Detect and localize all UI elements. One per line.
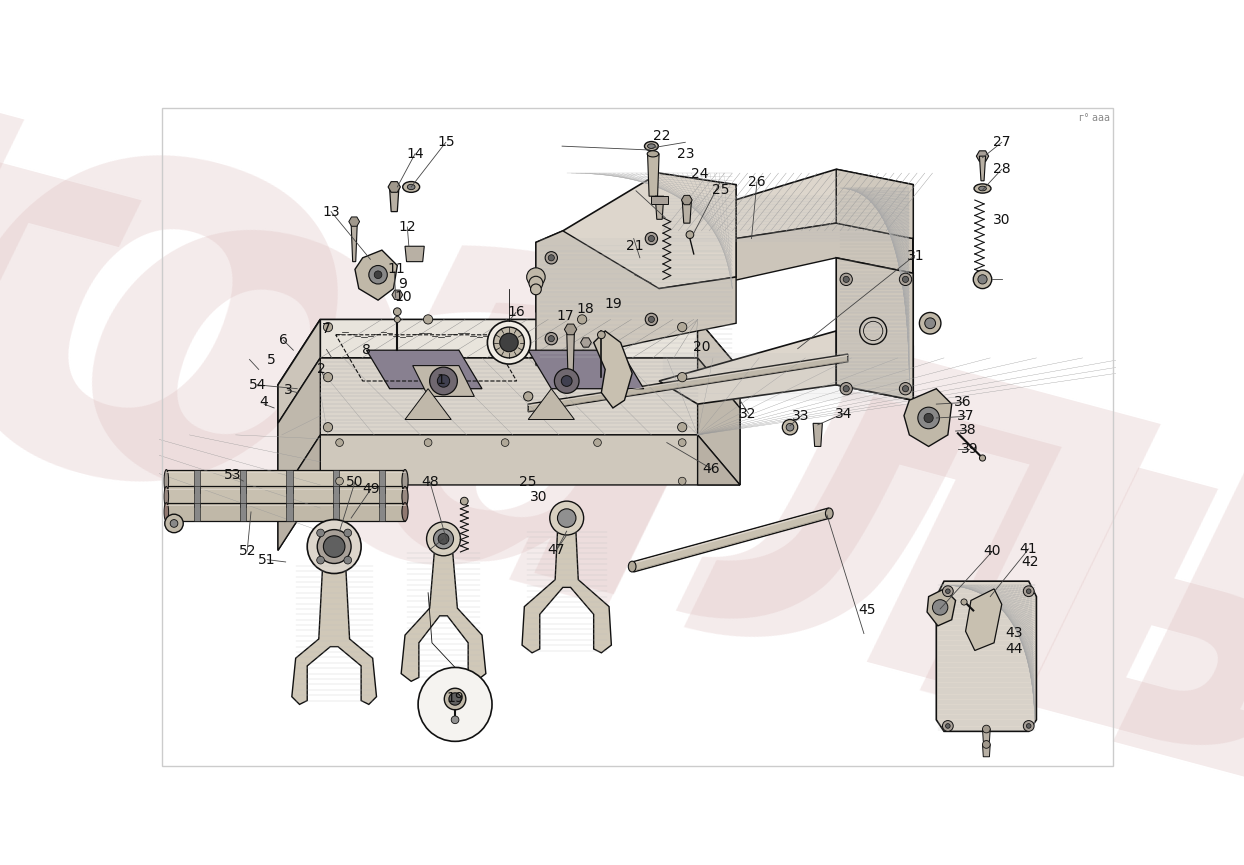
Polygon shape xyxy=(977,151,989,162)
Circle shape xyxy=(343,529,352,537)
Polygon shape xyxy=(406,388,452,420)
Text: 32: 32 xyxy=(739,407,756,420)
Circle shape xyxy=(843,386,850,392)
Ellipse shape xyxy=(407,184,415,189)
Circle shape xyxy=(336,439,343,446)
Circle shape xyxy=(323,423,332,432)
Text: г° ааа: г° ааа xyxy=(1079,113,1110,123)
Polygon shape xyxy=(836,258,913,400)
Polygon shape xyxy=(194,503,200,521)
Circle shape xyxy=(394,317,401,323)
Polygon shape xyxy=(983,745,990,757)
Text: 18: 18 xyxy=(576,302,593,316)
Circle shape xyxy=(979,455,985,461)
Circle shape xyxy=(646,233,658,245)
Text: 52: 52 xyxy=(239,544,256,559)
Text: 45: 45 xyxy=(858,603,876,617)
Text: 54: 54 xyxy=(249,378,266,392)
Text: 38: 38 xyxy=(959,423,977,437)
Circle shape xyxy=(1026,589,1031,593)
Polygon shape xyxy=(194,470,200,493)
Text: 41: 41 xyxy=(1020,541,1037,555)
Circle shape xyxy=(424,439,432,446)
Polygon shape xyxy=(332,503,338,521)
Ellipse shape xyxy=(648,144,656,149)
Polygon shape xyxy=(167,486,406,507)
Circle shape xyxy=(438,534,449,544)
Polygon shape xyxy=(194,486,200,507)
Circle shape xyxy=(500,333,519,352)
Polygon shape xyxy=(286,470,292,493)
Circle shape xyxy=(899,273,912,285)
Text: 11: 11 xyxy=(387,262,406,276)
Text: 33: 33 xyxy=(791,408,809,422)
Circle shape xyxy=(488,321,530,364)
Ellipse shape xyxy=(979,186,986,191)
Circle shape xyxy=(444,689,465,710)
Polygon shape xyxy=(682,200,692,223)
Text: 48: 48 xyxy=(420,475,438,489)
Circle shape xyxy=(919,312,940,334)
Circle shape xyxy=(452,716,459,724)
Polygon shape xyxy=(836,170,913,400)
Circle shape xyxy=(323,373,332,381)
Circle shape xyxy=(685,231,694,239)
Circle shape xyxy=(501,439,509,446)
Polygon shape xyxy=(286,486,292,507)
Circle shape xyxy=(960,599,967,605)
Ellipse shape xyxy=(530,284,541,295)
Polygon shape xyxy=(379,503,384,521)
Polygon shape xyxy=(240,486,246,507)
Polygon shape xyxy=(167,470,406,493)
Circle shape xyxy=(678,323,687,331)
Circle shape xyxy=(164,514,183,533)
Ellipse shape xyxy=(402,470,408,493)
Polygon shape xyxy=(277,358,320,500)
Circle shape xyxy=(646,313,658,325)
Circle shape xyxy=(524,392,532,401)
Circle shape xyxy=(593,439,601,446)
Text: 26: 26 xyxy=(749,176,766,189)
Circle shape xyxy=(943,721,953,731)
Circle shape xyxy=(336,477,343,485)
Circle shape xyxy=(945,724,950,728)
Polygon shape xyxy=(536,173,736,316)
Text: 30: 30 xyxy=(993,214,1010,227)
Text: 31: 31 xyxy=(907,248,924,263)
Polygon shape xyxy=(277,358,740,500)
Circle shape xyxy=(549,336,555,342)
Circle shape xyxy=(449,693,462,705)
Circle shape xyxy=(943,586,953,597)
Polygon shape xyxy=(698,435,740,485)
Circle shape xyxy=(902,276,908,283)
Ellipse shape xyxy=(402,503,408,521)
Circle shape xyxy=(393,308,401,316)
Circle shape xyxy=(368,266,387,284)
Text: 34: 34 xyxy=(835,407,852,420)
Polygon shape xyxy=(292,566,377,704)
Circle shape xyxy=(924,413,933,423)
Text: 15: 15 xyxy=(437,136,455,150)
Polygon shape xyxy=(240,503,246,521)
Polygon shape xyxy=(392,290,403,299)
Polygon shape xyxy=(979,157,985,181)
Polygon shape xyxy=(277,435,740,550)
Circle shape xyxy=(933,599,948,615)
Polygon shape xyxy=(277,319,320,423)
Text: 4: 4 xyxy=(260,395,269,409)
Polygon shape xyxy=(240,470,246,493)
Text: 49: 49 xyxy=(362,482,381,496)
Circle shape xyxy=(983,740,990,748)
Circle shape xyxy=(924,317,935,329)
Polygon shape xyxy=(332,470,338,493)
Polygon shape xyxy=(814,423,822,446)
Text: 40: 40 xyxy=(983,544,1000,559)
Circle shape xyxy=(561,375,572,387)
Polygon shape xyxy=(927,589,955,626)
Circle shape xyxy=(545,332,557,345)
Polygon shape xyxy=(277,319,740,423)
Polygon shape xyxy=(682,195,692,205)
Polygon shape xyxy=(904,388,952,446)
